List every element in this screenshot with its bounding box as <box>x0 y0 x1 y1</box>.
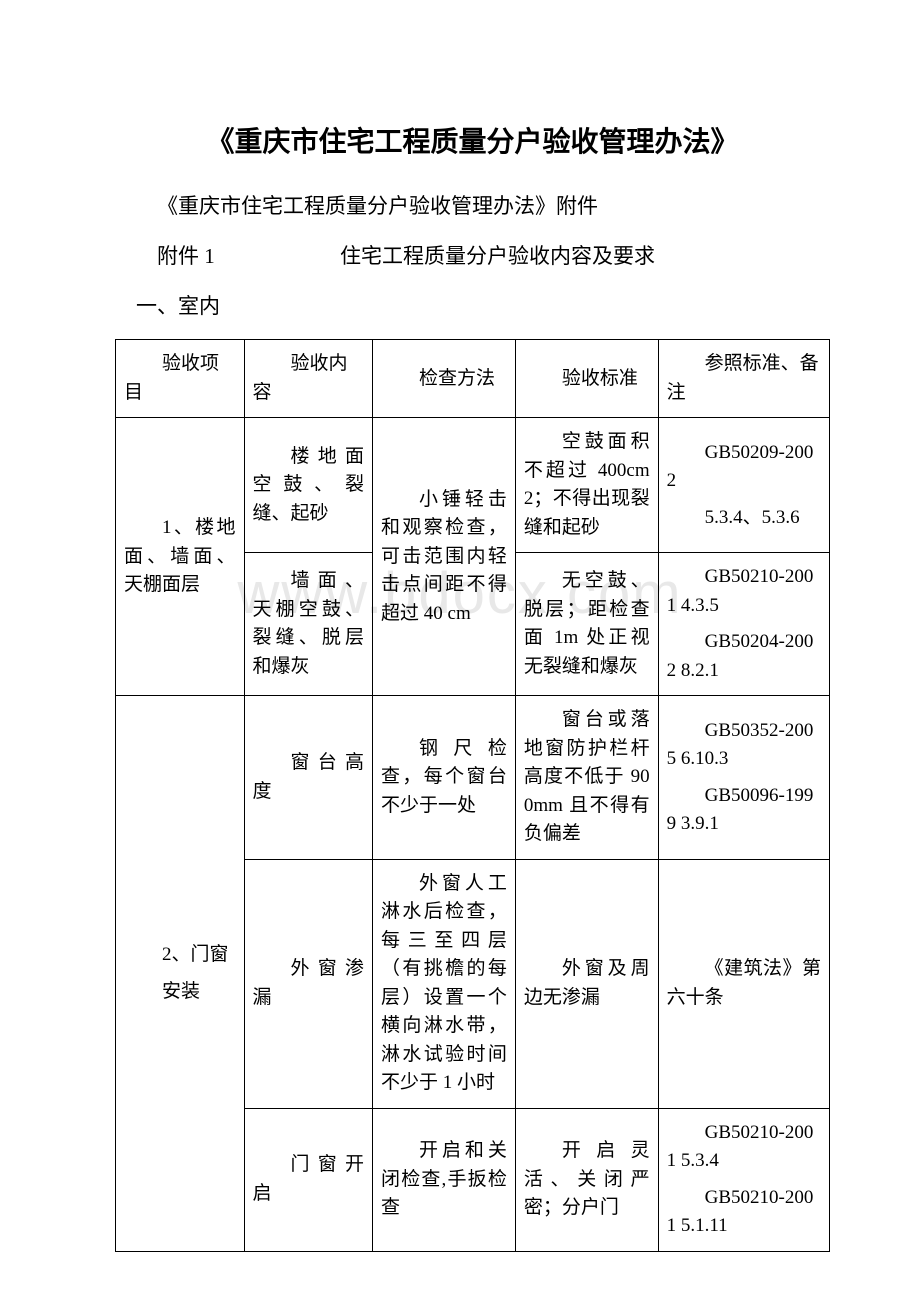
col-header: 验收标准 <box>515 340 658 418</box>
cell-content: 墙面、天棚空鼓、裂缝、脱层和爆灰 <box>244 553 373 696</box>
cell-refs: GB50352-2005 6.10.3 GB50096-1999 3.9.1 <box>658 696 829 860</box>
col-header: 验收内容 <box>244 340 373 418</box>
ref-line: GB50210-2001 4.3.5 <box>667 563 821 620</box>
col-header: 验收项目 <box>116 340 245 418</box>
cell-standard: 外窗及周边无渗漏 <box>515 859 658 1108</box>
cell-standard: 空鼓面积不超过 400cm2；不得出现裂缝和起砂 <box>515 418 658 553</box>
cell-standard: 开启灵活、关闭严密；分户门 <box>515 1108 658 1251</box>
cell-standard: 窗台或落地窗防护栏杆高度不低于 900mm 且不得有负偏差 <box>515 696 658 860</box>
ref-line: GB50210-2001 5.1.11 <box>667 1184 821 1241</box>
item-line: 安装 <box>124 978 236 1007</box>
ref-line: GB50204-2002 8.2.1 <box>667 628 821 685</box>
ref-line: 《建筑法》第六十条 <box>667 955 821 1012</box>
attachment-line: 附件 1 住宅工程质量分户验收内容及要求 <box>115 238 830 276</box>
cell-method: 钢尺检查，每个窗台不少于一处 <box>373 696 516 860</box>
cell-method: 开启和关闭检查,手扳检查 <box>373 1108 516 1251</box>
cell-refs: 《建筑法》第六十条 <box>658 859 829 1108</box>
table-row: 1、楼地面、墙面、天棚面层 楼地面空鼓、裂缝、起砂 小锤轻击和观察检查，可击范围… <box>116 418 830 553</box>
cell-method: 外窗人工淋水后检查，每三至四层（有挑檐的每层）设置一个横向淋水带，淋水试验时间不… <box>373 859 516 1108</box>
cell-method: 小锤轻击和观察检查，可击范围内轻击点间距不得超过 40 cm <box>373 418 516 696</box>
col-header: 检查方法 <box>373 340 516 418</box>
cell-standard: 无空鼓、脱层；距检查面 1m 处正视无裂缝和爆灰 <box>515 553 658 696</box>
ref-line: GB50096-1999 3.9.1 <box>667 782 821 839</box>
attachment-title: 住宅工程质量分户验收内容及要求 <box>340 238 655 276</box>
cell-item: 2、门窗 安装 <box>116 696 245 1252</box>
cell-content: 窗台高度 <box>244 696 373 860</box>
ref-line: GB50352-2005 6.10.3 <box>667 717 821 774</box>
col-header: 参照标准、备注 <box>658 340 829 418</box>
table-header-row: 验收项目 验收内容 检查方法 验收标准 参照标准、备注 <box>116 340 830 418</box>
cell-content: 楼地面空鼓、裂缝、起砂 <box>244 418 373 553</box>
section-label: 一、室内 <box>115 288 830 326</box>
ref-line: 5.3.4、5.3.6 <box>667 504 821 533</box>
cell-content: 外窗渗漏 <box>244 859 373 1108</box>
ref-line: GB50209-2002 <box>667 439 821 496</box>
ref-line: GB50210-2001 5.3.4 <box>667 1119 821 1176</box>
item-line: 2、门窗 <box>124 941 236 970</box>
cell-item: 1、楼地面、墙面、天棚面层 <box>116 418 245 696</box>
attachment-label: 附件 1 <box>115 238 215 276</box>
table-row: 2、门窗 安装 窗台高度 钢尺检查，每个窗台不少于一处 窗台或落地窗防护栏杆高度… <box>116 696 830 860</box>
cell-content: 门窗开启 <box>244 1108 373 1251</box>
subtitle-text: 《重庆市住宅工程质量分户验收管理办法》附件 <box>115 188 830 226</box>
page-title: 《重庆市住宅工程质量分户验收管理办法》 <box>115 120 830 160</box>
cell-refs: GB50209-2002 5.3.4、5.3.6 <box>658 418 829 553</box>
cell-refs: GB50210-2001 4.3.5 GB50204-2002 8.2.1 <box>658 553 829 696</box>
acceptance-table: 验收项目 验收内容 检查方法 验收标准 参照标准、备注 1、楼地面、墙面、天棚面… <box>115 339 830 1252</box>
cell-refs: GB50210-2001 5.3.4 GB50210-2001 5.1.11 <box>658 1108 829 1251</box>
